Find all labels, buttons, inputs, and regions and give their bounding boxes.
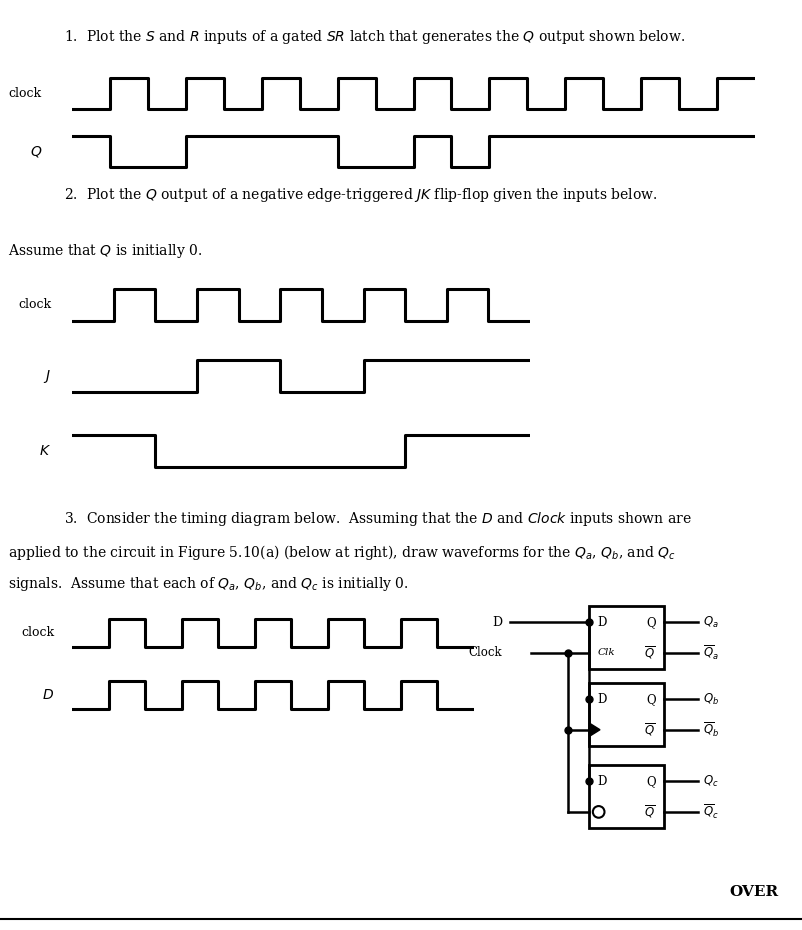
- Text: Q: Q: [646, 616, 655, 629]
- Text: Assume that $Q$ is initially 0.: Assume that $Q$ is initially 0.: [8, 242, 202, 260]
- Text: Clk: Clk: [597, 648, 614, 658]
- Text: $K$: $K$: [39, 444, 51, 458]
- Text: 2.  Plot the $Q$ output of a negative edge-triggered $JK$ flip-flop given the in: 2. Plot the $Q$ output of a negative edg…: [64, 187, 657, 205]
- Text: signals.  Assume that each of $Q_a$, $Q_b$, and $Q_c$ is initially 0.: signals. Assume that each of $Q_a$, $Q_b…: [8, 575, 408, 592]
- Polygon shape: [589, 724, 599, 737]
- Text: 3.  Consider the timing diagram below.  Assuming that the $D$ and $Clock$ inputs: 3. Consider the timing diagram below. As…: [64, 510, 691, 528]
- Text: $Q_c$: $Q_c$: [703, 774, 718, 789]
- Text: clock: clock: [18, 298, 51, 311]
- Text: Clock: Clock: [468, 646, 501, 659]
- Text: $\overline{Q}$: $\overline{Q}$: [643, 644, 655, 661]
- Bar: [589, 683, 662, 746]
- Text: clock: clock: [9, 86, 42, 100]
- Text: $Q$: $Q$: [30, 144, 42, 159]
- Text: $J$: $J$: [43, 367, 51, 385]
- Text: D: D: [491, 616, 501, 629]
- Text: D: D: [597, 616, 606, 629]
- Bar: [589, 605, 662, 670]
- Text: $\overline{Q}$: $\overline{Q}$: [643, 722, 655, 738]
- Text: D: D: [597, 775, 606, 788]
- Text: $\overline{Q}_a$: $\overline{Q}_a$: [703, 644, 719, 662]
- Text: D: D: [597, 693, 606, 706]
- Bar: [589, 764, 662, 829]
- Text: Q: Q: [646, 693, 655, 706]
- Text: $Q_a$: $Q_a$: [703, 615, 719, 630]
- Text: $Q_b$: $Q_b$: [703, 692, 719, 707]
- Text: $\overline{Q}_c$: $\overline{Q}_c$: [703, 803, 719, 821]
- Text: OVER: OVER: [729, 885, 778, 899]
- Text: $\overline{Q}_b$: $\overline{Q}_b$: [703, 721, 719, 738]
- Text: $D$: $D$: [42, 688, 54, 702]
- Text: $\overline{Q}$: $\overline{Q}$: [643, 804, 655, 820]
- Text: 1.  Plot the $S$ and $R$ inputs of a gated $SR$ latch that generates the $Q$ out: 1. Plot the $S$ and $R$ inputs of a gate…: [64, 28, 685, 46]
- Text: applied to the circuit in Figure 5.10(a) (below at right), draw waveforms for th: applied to the circuit in Figure 5.10(a)…: [8, 543, 674, 562]
- Text: clock: clock: [21, 627, 54, 640]
- Text: Q: Q: [646, 775, 655, 788]
